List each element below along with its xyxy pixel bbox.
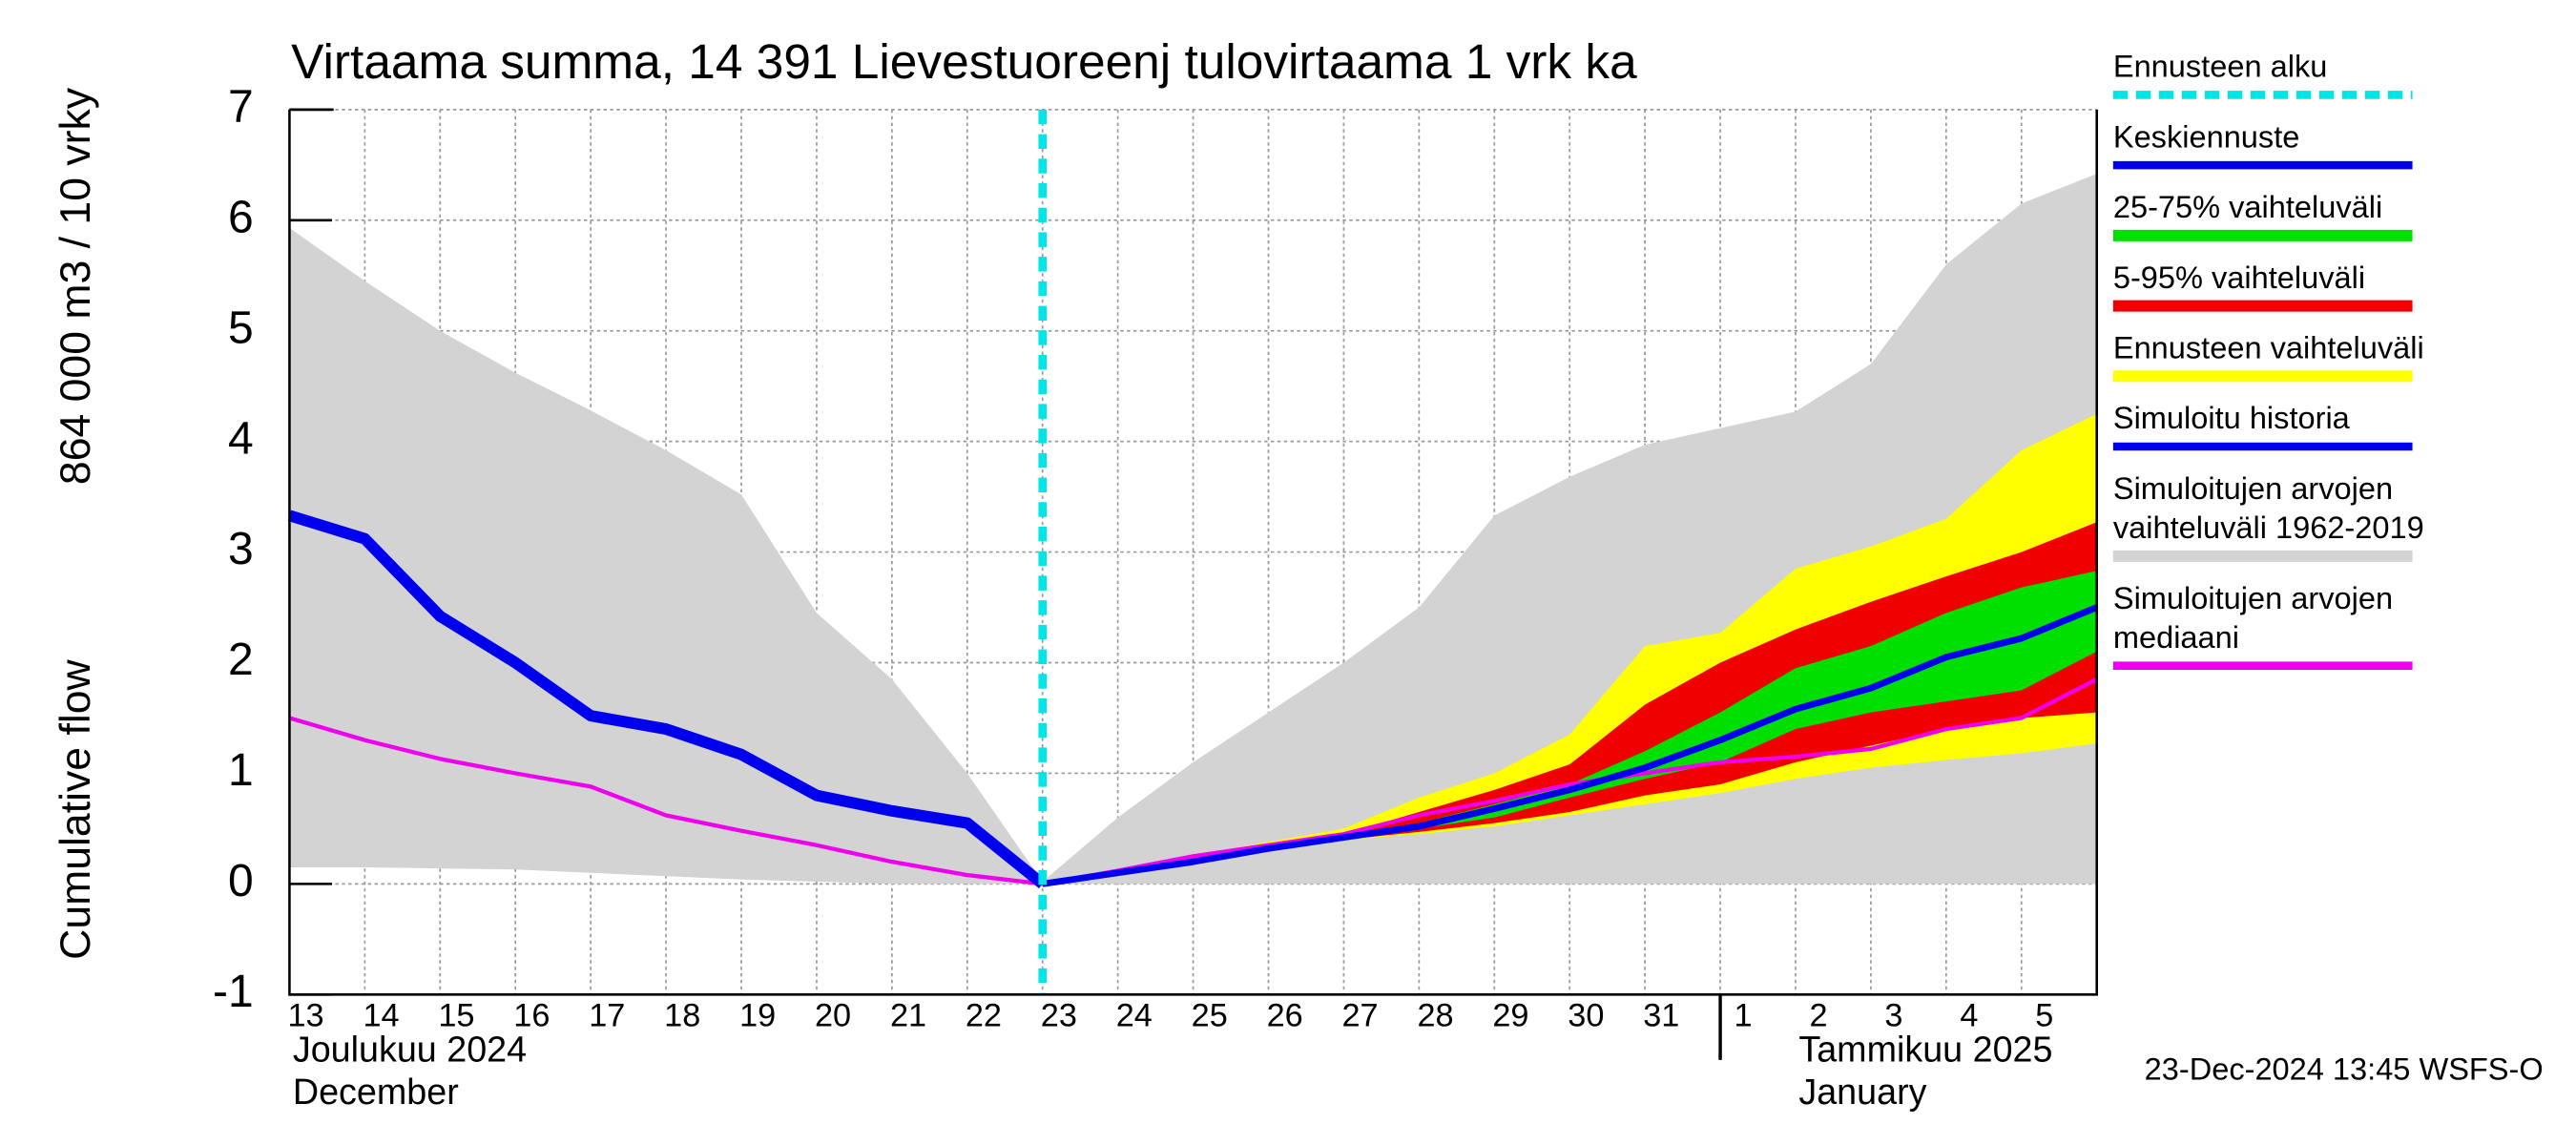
band	[1042, 413, 2097, 885]
legend-label: mediaani	[2113, 620, 2239, 655]
x-tick-label: 29	[1492, 997, 1528, 1033]
band	[1042, 571, 2097, 885]
legend-label: Ennusteen vaihteluväli	[2113, 330, 2424, 364]
legend-label: 5-95% vaihteluväli	[2113, 260, 2365, 295]
y-tick-label: 4	[228, 413, 254, 464]
legend-label: Simuloitujen arvojen	[2113, 581, 2393, 615]
legend-label: vaihteluväli 1962-2019	[2113, 510, 2424, 545]
x-tick-label: 16	[513, 997, 550, 1033]
month-label: December	[293, 1072, 459, 1112]
x-tick-label: 5	[2035, 997, 2053, 1033]
legend-label: 25-75% vaihteluväli	[2113, 190, 2382, 224]
x-tick-label: 23	[1041, 997, 1077, 1033]
footer: 23-Dec-2024 13:45 WSFS-O	[2145, 1051, 2544, 1086]
x-tick-label: 2	[1809, 997, 1827, 1033]
y-tick-label: 7	[228, 82, 254, 133]
x-tick-label: 18	[664, 997, 700, 1033]
chart-title: Virtaama summa, 14 391 Lievestuoreenj tu…	[291, 33, 1637, 89]
line	[1042, 604, 2099, 887]
legend-label: Simuloitu historia	[2113, 401, 2351, 435]
x-tick-label: 22	[966, 997, 1002, 1033]
month-label: January	[1798, 1072, 1926, 1112]
x-tick-label: 3	[1884, 997, 1902, 1033]
month-label: Tammikuu 2025	[1798, 1029, 2052, 1069]
y-tick-label: -1	[213, 967, 254, 1017]
y-tick-label: 3	[228, 524, 254, 574]
x-tick-label: 25	[1192, 997, 1228, 1033]
x-tick-label: 19	[739, 997, 776, 1033]
y-axis-label: 864 000 m3 / 10 vrky	[52, 87, 99, 485]
legend-label: Simuloitujen arvojen	[2113, 471, 2393, 506]
x-tick-label: 28	[1417, 997, 1453, 1033]
x-tick-label: 15	[438, 997, 474, 1033]
x-tick-label: 31	[1643, 997, 1679, 1033]
y-axis-label: Cumulative flow	[52, 658, 99, 959]
y-tick-label: 6	[228, 192, 254, 242]
x-tick-label: 13	[288, 997, 324, 1033]
x-tick-label: 20	[815, 997, 851, 1033]
y-tick-label: 5	[228, 302, 254, 353]
y-tick-label: 1	[228, 745, 254, 796]
line	[288, 677, 2098, 886]
x-tick-label: 1	[1735, 997, 1753, 1033]
line	[287, 510, 1047, 889]
x-tick-label: 27	[1342, 997, 1379, 1033]
legend-label: Ennusteen alku	[2113, 50, 2328, 84]
x-tick-label: 30	[1568, 997, 1604, 1033]
x-tick-label: 21	[890, 997, 926, 1033]
x-tick-label: 17	[589, 997, 625, 1033]
month-label: Joulukuu 2024	[293, 1029, 527, 1069]
x-tick-label: 26	[1267, 997, 1303, 1033]
legend-label: Keskiennuste	[2113, 119, 2300, 154]
x-tick-label: 14	[363, 997, 399, 1033]
y-tick-label: 0	[228, 856, 254, 906]
x-tick-label: 24	[1116, 997, 1153, 1033]
x-tick-label: 4	[1960, 997, 1978, 1033]
y-tick-label: 2	[228, 635, 254, 685]
